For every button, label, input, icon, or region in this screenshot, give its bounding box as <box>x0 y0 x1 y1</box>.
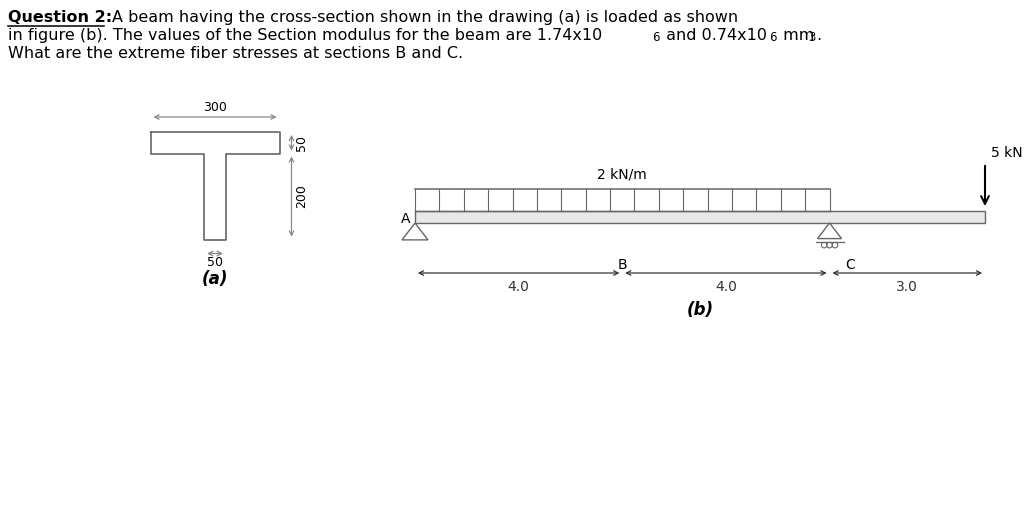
Text: 50: 50 <box>296 135 308 151</box>
Text: 50: 50 <box>207 257 223 270</box>
Text: 6: 6 <box>652 31 659 44</box>
Text: mm: mm <box>778 28 814 43</box>
Polygon shape <box>817 223 842 239</box>
Text: 5 kN: 5 kN <box>991 146 1023 160</box>
Polygon shape <box>402 223 428 240</box>
Text: 3.0: 3.0 <box>896 280 919 294</box>
Text: B: B <box>617 258 627 272</box>
Text: 4.0: 4.0 <box>508 280 529 294</box>
Text: and 0.74x10: and 0.74x10 <box>662 28 767 43</box>
Text: 300: 300 <box>203 101 227 114</box>
Text: 200: 200 <box>296 185 308 208</box>
Text: 6: 6 <box>769 31 776 44</box>
Text: A beam having the cross-section shown in the drawing (a) is loaded as shown: A beam having the cross-section shown in… <box>112 10 738 25</box>
Text: A: A <box>400 212 410 226</box>
Text: 2 kN/m: 2 kN/m <box>597 167 647 181</box>
Text: 3: 3 <box>808 31 815 44</box>
Text: (a): (a) <box>202 270 228 287</box>
Text: .: . <box>816 28 821 43</box>
Text: What are the extreme fiber stresses at sections B and C.: What are the extreme fiber stresses at s… <box>8 46 463 61</box>
Bar <box>415 211 985 223</box>
Text: (b): (b) <box>686 301 714 319</box>
Text: in figure (b). The values of the Section modulus for the beam are 1.74x10: in figure (b). The values of the Section… <box>8 28 602 43</box>
Text: C: C <box>846 258 855 272</box>
Text: 4.0: 4.0 <box>715 280 737 294</box>
Text: Question 2:: Question 2: <box>8 10 112 25</box>
